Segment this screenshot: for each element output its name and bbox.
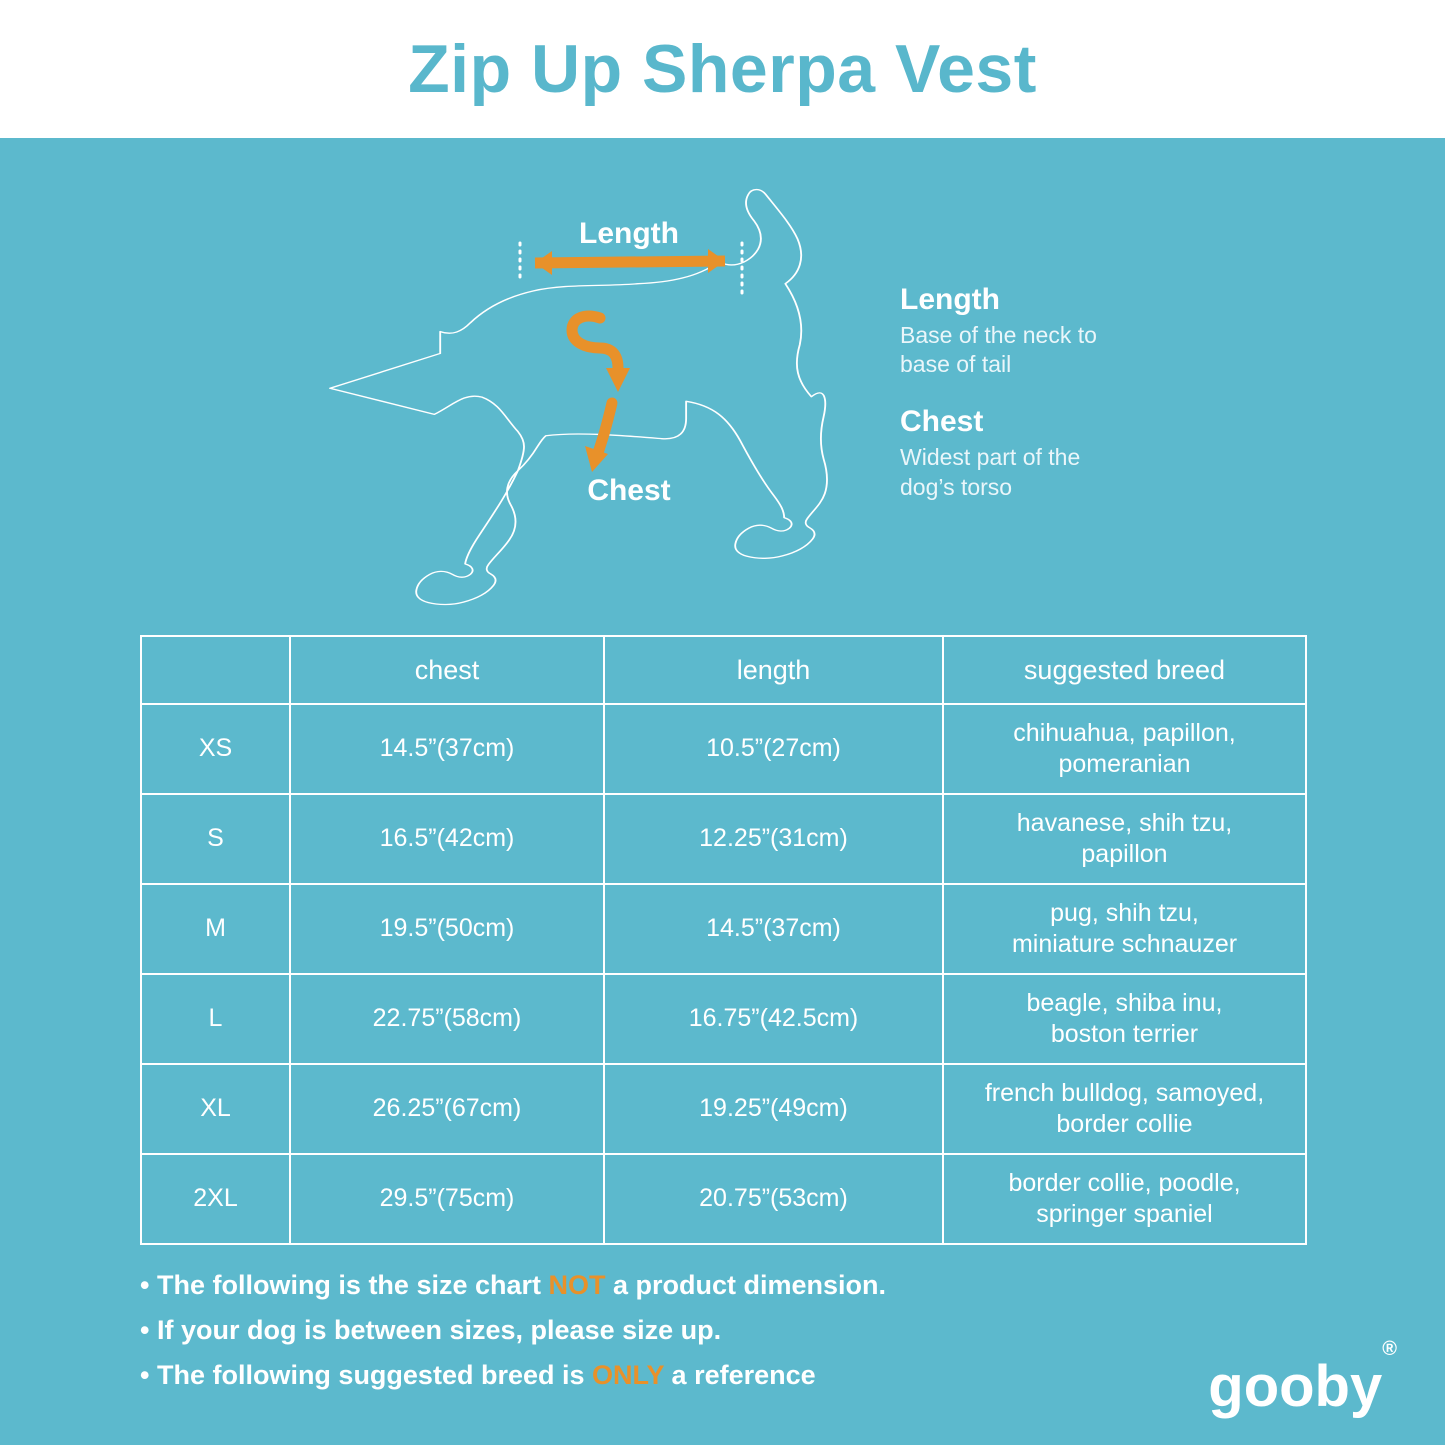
svg-text:Chest: Chest (587, 474, 670, 507)
svg-text:Length: Length (579, 217, 679, 250)
